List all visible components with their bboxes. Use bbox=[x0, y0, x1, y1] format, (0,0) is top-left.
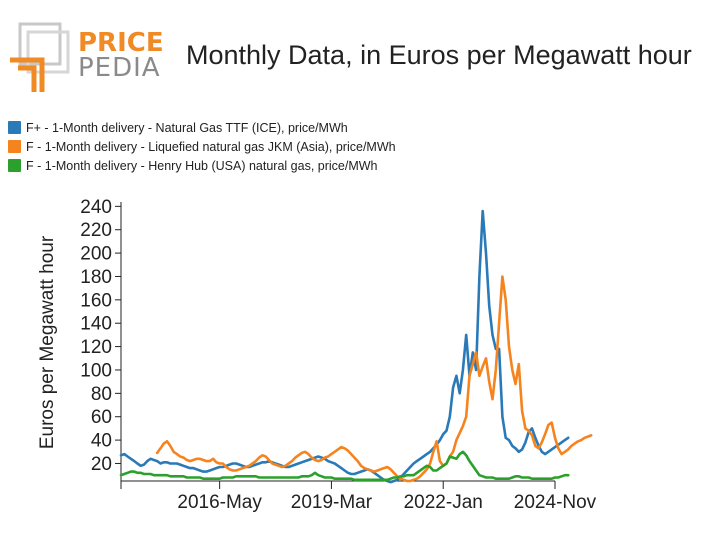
series-line-ttf bbox=[119, 209, 570, 484]
legend-swatch-jkm bbox=[8, 140, 21, 153]
y-tick-label: 100 bbox=[80, 360, 112, 381]
legend-swatch-ttf bbox=[8, 121, 21, 134]
series-line-jkm bbox=[155, 275, 593, 483]
x-tick-label: 2016-May bbox=[177, 492, 262, 513]
y-tick-label: 60 bbox=[91, 407, 112, 428]
legend-swatch-henry bbox=[8, 159, 21, 172]
logo-corner-orange-inner bbox=[18, 65, 37, 92]
logo-square-light bbox=[26, 30, 70, 74]
y-tick-label: 40 bbox=[91, 431, 112, 452]
legend-label-jkm: F - 1-Month delivery - Liquefied natural… bbox=[26, 139, 396, 154]
logo-graphic: PRICE PEDIA bbox=[10, 22, 164, 92]
y-tick-label: 180 bbox=[80, 267, 112, 288]
legend: F+ - 1-Month delivery - Natural Gas TTF … bbox=[8, 118, 396, 175]
y-axis-title: Euros per Megawatt hour bbox=[37, 235, 58, 449]
y-tick-label: 20 bbox=[91, 454, 112, 475]
series-line-henry bbox=[119, 450, 570, 482]
logo-corner-orange bbox=[10, 57, 45, 92]
pricepedia-logo: PRICE PEDIA bbox=[8, 18, 168, 96]
legend-label-ttf: F+ - 1-Month delivery - Natural Gas TTF … bbox=[26, 120, 348, 135]
x-tick-label: 2022-Jan bbox=[404, 492, 483, 513]
y-tick-label: 200 bbox=[80, 244, 112, 265]
logo-pedia-text: PEDIA bbox=[78, 53, 161, 83]
x-tick-label: 2019-Mar bbox=[291, 492, 373, 513]
y-tick-label: 160 bbox=[80, 290, 112, 311]
legend-item-jkm[interactable]: F - 1-Month delivery - Liquefied natural… bbox=[8, 137, 396, 156]
x-tick-label: 2024-Nov bbox=[514, 492, 597, 513]
y-tick-label: 140 bbox=[80, 314, 112, 335]
series-layer bbox=[119, 209, 593, 484]
y-tick-label: 80 bbox=[91, 384, 112, 405]
y-tick-label: 240 bbox=[80, 197, 112, 218]
legend-item-henry[interactable]: F - 1-Month delivery - Henry Hub (USA) n… bbox=[8, 156, 396, 175]
y-tick-label: 120 bbox=[80, 337, 112, 358]
legend-item-ttf[interactable]: F+ - 1-Month delivery - Natural Gas TTF … bbox=[8, 118, 396, 137]
logo-price-text: PRICE bbox=[78, 28, 164, 58]
legend-label-henry: F - 1-Month delivery - Henry Hub (USA) n… bbox=[26, 158, 378, 173]
y-tick-label: 220 bbox=[80, 220, 112, 241]
chart-title: Monthly Data, in Euros per Megawatt hour bbox=[186, 40, 692, 70]
